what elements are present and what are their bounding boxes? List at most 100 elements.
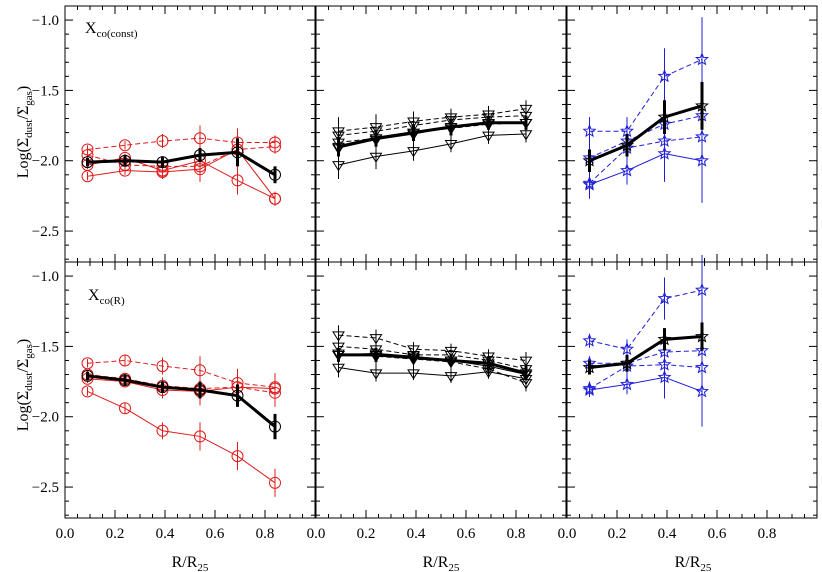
data-point	[657, 291, 672, 305]
data-point	[194, 384, 206, 396]
panel-frame	[315, 5, 567, 263]
data-point	[519, 356, 533, 367]
data-point	[269, 476, 281, 489]
x-tick-label: 0.6	[708, 526, 727, 542]
data-point	[269, 420, 281, 433]
data-point	[269, 140, 281, 153]
data-point	[482, 113, 495, 124]
data-point	[369, 134, 383, 145]
data-point	[482, 359, 495, 370]
data-point	[694, 329, 710, 343]
data-point	[519, 130, 533, 141]
x-axis-label-middle: R/R25	[423, 554, 460, 572]
mean-series	[81, 369, 281, 440]
panels-layer: −1.0−1.5−2.0−2.5−1.0−1.5−2.0−2.50.0 0.2 0.…	[32, 5, 818, 542]
data-point	[444, 351, 458, 362]
series-0	[582, 17, 710, 146]
series-line	[338, 366, 527, 380]
x-tick-label: 0.6	[206, 526, 225, 542]
mean-series	[582, 81, 710, 172]
x-tick-label: 0.2	[608, 526, 627, 542]
x-tick-label: 0.6	[457, 526, 476, 542]
x-tick-label: 0.4	[658, 526, 677, 542]
data-point	[369, 369, 383, 380]
data-point	[657, 331, 672, 346]
data-point	[619, 137, 635, 152]
series-4	[332, 357, 533, 388]
data-point	[519, 104, 533, 116]
data-point	[231, 450, 244, 463]
data-point	[407, 147, 420, 158]
mean-series	[332, 347, 533, 381]
panel-r1-c0: −1.0 −1.5 −2.0 −2.5 0.0 0.2 0.4 0.6 0.8	[32, 261, 316, 542]
series-line	[589, 364, 703, 390]
data-point	[694, 384, 710, 398]
data-point	[194, 430, 206, 443]
mean-series	[332, 115, 533, 157]
data-point	[269, 192, 281, 205]
data-point	[156, 381, 169, 394]
y-axis-label-bottom: Log(Σdust/Σgas)	[15, 339, 35, 432]
y-tick-label: −1.5	[32, 339, 59, 355]
series-3	[582, 118, 710, 203]
data-point	[119, 139, 131, 152]
data-point	[582, 382, 597, 396]
series-line	[87, 146, 276, 167]
data-point	[156, 156, 169, 169]
data-point	[231, 174, 244, 187]
x-tick-label: 0.8	[507, 526, 526, 542]
x-axis-label-left: R/R25	[172, 554, 209, 572]
data-point	[444, 356, 458, 367]
data-point	[657, 68, 672, 83]
panel-frame	[315, 261, 567, 519]
panel-frame	[566, 5, 818, 263]
data-point	[444, 372, 458, 383]
mean-line	[589, 335, 703, 369]
data-point	[619, 341, 635, 356]
series-line	[87, 157, 276, 200]
data-point	[582, 360, 597, 374]
panel-r0-c1	[315, 5, 567, 263]
data-point	[81, 156, 94, 169]
y-tick-label: −1.5	[32, 83, 59, 99]
series-line	[589, 136, 703, 184]
x-tick-label: 0.0	[56, 526, 75, 542]
series-line	[87, 378, 276, 392]
series-line	[87, 137, 275, 150]
series-line	[589, 376, 703, 392]
y-tick-label: −2.5	[32, 224, 59, 240]
series-3	[332, 344, 533, 383]
data-point	[444, 123, 458, 134]
data-point	[119, 374, 131, 387]
series-3	[81, 135, 281, 206]
x-tick-label: 0.0	[558, 526, 577, 542]
data-point	[657, 146, 672, 160]
data-point	[81, 170, 94, 183]
data-point	[231, 389, 244, 402]
series-line	[338, 108, 527, 132]
y-tick-label: −2.0	[32, 410, 59, 426]
data-point	[369, 152, 383, 163]
data-point	[407, 353, 420, 365]
data-point	[444, 140, 458, 151]
series-line	[589, 153, 703, 186]
row-label-bottom: Xco(R)	[88, 287, 125, 307]
data-point	[519, 111, 533, 123]
data-point	[332, 363, 345, 374]
mean-line	[338, 121, 526, 149]
series-line	[87, 359, 276, 388]
data-point	[657, 109, 672, 124]
x-tick-label: 0.8	[256, 526, 275, 542]
data-point	[619, 355, 635, 370]
data-point	[119, 402, 131, 415]
data-point	[694, 52, 710, 66]
panel-frame	[64, 5, 316, 263]
series-3	[582, 356, 710, 427]
y-tick-label: −1.0	[32, 13, 59, 29]
data-point	[582, 333, 597, 347]
data-point	[156, 360, 169, 373]
y-tick-label: −1.0	[32, 269, 59, 285]
mean-series	[582, 322, 710, 375]
x-tick-label: 0.2	[106, 526, 125, 542]
data-point	[407, 369, 420, 380]
